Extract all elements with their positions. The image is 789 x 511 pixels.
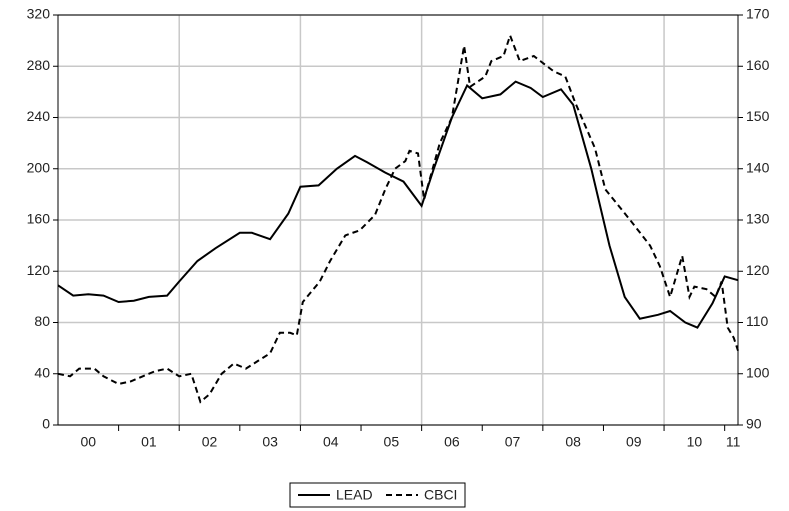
y2-tick-label: 100 (746, 364, 770, 380)
x-tick-label: 05 (384, 434, 400, 450)
x-tick-label: 09 (626, 434, 642, 450)
x-tick-label: 00 (81, 434, 97, 450)
plot-frame (57, 14, 739, 426)
x-tick-label: 03 (262, 434, 278, 450)
y-tick-label: 240 (27, 108, 51, 124)
x-tick-label: 07 (505, 434, 521, 450)
y-tick-label: 200 (27, 159, 51, 175)
x-tick-label: 06 (444, 434, 460, 450)
y-tick-label: 160 (27, 211, 51, 227)
x-tick-label: 01 (141, 434, 157, 450)
legend-label: CBCI (424, 487, 457, 503)
y2-tick-label: 120 (746, 262, 770, 278)
series-line (57, 80, 739, 329)
y2-tick-label: 90 (746, 416, 762, 432)
y-tick-label: 80 (34, 313, 50, 329)
y2-tick-label: 140 (746, 159, 770, 175)
x-tick-label: 02 (202, 434, 218, 450)
y2-tick-label: 150 (746, 108, 770, 124)
y-tick-label: 0 (42, 416, 50, 432)
y2-tick-label: 110 (746, 313, 769, 329)
y-tick-label: 120 (27, 262, 51, 278)
x-tick-label: 08 (565, 434, 581, 450)
y2-tick-label: 130 (746, 211, 770, 227)
y-tick-label: 320 (27, 6, 51, 22)
y-tick-label: 40 (34, 364, 50, 380)
x-tick-label: 10 (687, 434, 703, 450)
legend-label: LEAD (336, 487, 373, 503)
series-line (57, 32, 739, 404)
y-tick-label: 280 (27, 57, 51, 73)
y2-tick-label: 170 (746, 6, 770, 22)
x-tick-label: 11 (726, 434, 741, 450)
y2-tick-label: 160 (746, 57, 770, 73)
x-tick-label: 04 (323, 434, 339, 450)
